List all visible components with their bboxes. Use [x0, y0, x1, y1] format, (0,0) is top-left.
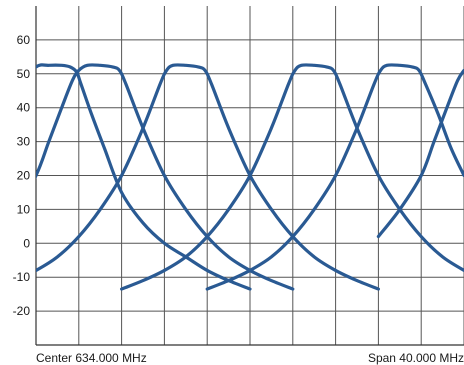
- y-tick-label: 20: [17, 169, 31, 183]
- y-tick-label: 0: [23, 236, 30, 250]
- channel-trace-1: [36, 63, 252, 291]
- channel-trace-5: [205, 63, 464, 291]
- traces: [36, 63, 464, 291]
- span-label: Span 40.000 MHz: [368, 351, 464, 365]
- channel-trace-6: [376, 68, 464, 239]
- y-tick-label: 30: [17, 135, 31, 149]
- y-tick-label: 10: [17, 202, 31, 216]
- y-tick-label: -20: [13, 304, 31, 318]
- y-tick-label: -10: [13, 270, 31, 284]
- channel-trace-2: [36, 63, 295, 291]
- y-tick-labels: -20 -10 0 10 20 30 40 50 60: [13, 33, 31, 318]
- y-tick-label: 50: [17, 67, 31, 81]
- channel-trace-4: [120, 63, 464, 291]
- center-frequency-label: Center 634.000 MHz: [36, 351, 147, 365]
- y-tick-label: 40: [17, 101, 31, 115]
- channel-trace-3: [36, 63, 380, 291]
- y-tick-label: 60: [17, 33, 31, 47]
